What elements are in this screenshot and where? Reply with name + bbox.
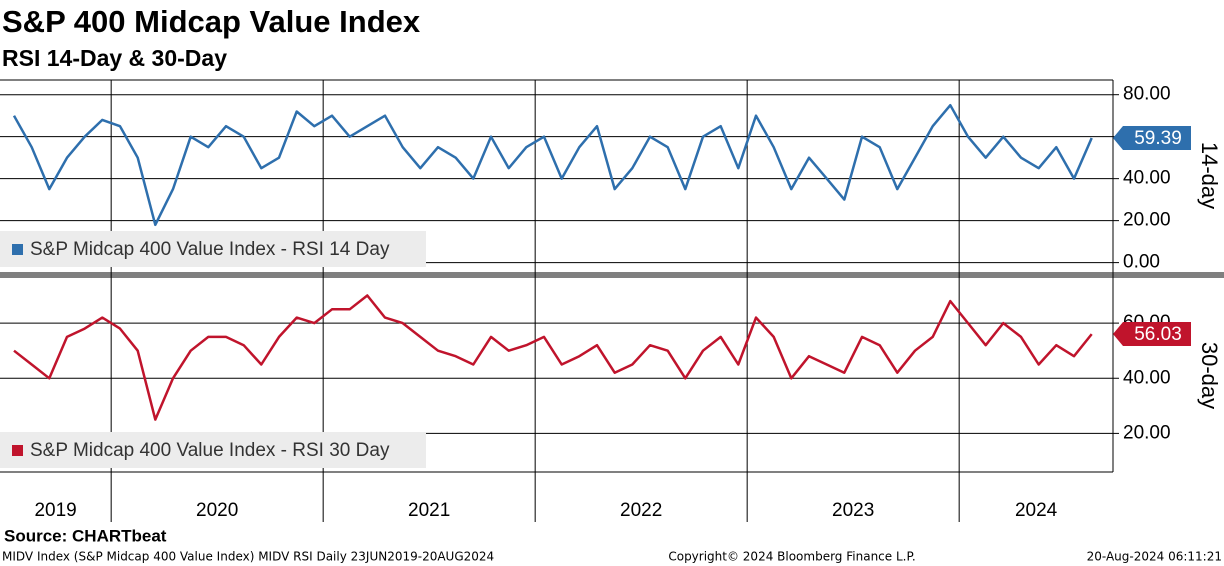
y-tick-label: 0.00 bbox=[1123, 252, 1160, 273]
x-tick-label: 2019 bbox=[34, 500, 76, 521]
x-tick-label: 2020 bbox=[196, 500, 238, 521]
legend-label: S&P Midcap 400 Value Index - RSI 14 Day bbox=[30, 239, 390, 260]
last-value-badge bbox=[1113, 322, 1191, 347]
legend-box bbox=[0, 432, 426, 468]
y-axis-label: 14-day bbox=[1197, 142, 1222, 209]
y-tick-label: 20.00 bbox=[1123, 210, 1171, 231]
legend-box bbox=[0, 231, 426, 267]
source: Source: CHARTbeat bbox=[4, 526, 167, 545]
y-tick-label: 40.00 bbox=[1123, 367, 1171, 388]
legend-swatch bbox=[12, 244, 23, 255]
y-tick-label: 20.00 bbox=[1123, 422, 1171, 443]
legend-swatch bbox=[12, 445, 23, 456]
legend-label: S&P Midcap 400 Value Index - RSI 30 Day bbox=[30, 440, 390, 461]
last-value-label: 56.03 bbox=[1134, 324, 1182, 345]
y-axis-label: 30-day bbox=[1197, 342, 1222, 409]
last-value-label: 59.39 bbox=[1134, 128, 1182, 149]
chart-title: S&P 400 Midcap Value Index bbox=[2, 4, 421, 39]
series-line bbox=[13, 294, 1093, 421]
y-tick-label: 80.00 bbox=[1123, 84, 1171, 105]
x-tick-label: 2023 bbox=[832, 500, 874, 521]
x-tick-label: 2022 bbox=[620, 500, 662, 521]
series-line bbox=[12, 103, 1093, 227]
x-tick-label: 2021 bbox=[408, 500, 450, 521]
panel-separator bbox=[0, 272, 1224, 278]
y-tick-label: 40.00 bbox=[1123, 168, 1171, 189]
x-tick-label: 2024 bbox=[1015, 500, 1058, 521]
footer-center: Copyright© 2024 Bloomberg Finance L.P. bbox=[668, 550, 915, 564]
footer-left: MIDV Index (S&P Midcap 400 Value Index) … bbox=[2, 550, 494, 564]
footer-right: 20-Aug-2024 06:11:21 bbox=[1087, 550, 1222, 564]
last-value-badge bbox=[1113, 125, 1191, 150]
chart-subtitle: RSI 14-Day & 30-Day bbox=[2, 45, 227, 71]
